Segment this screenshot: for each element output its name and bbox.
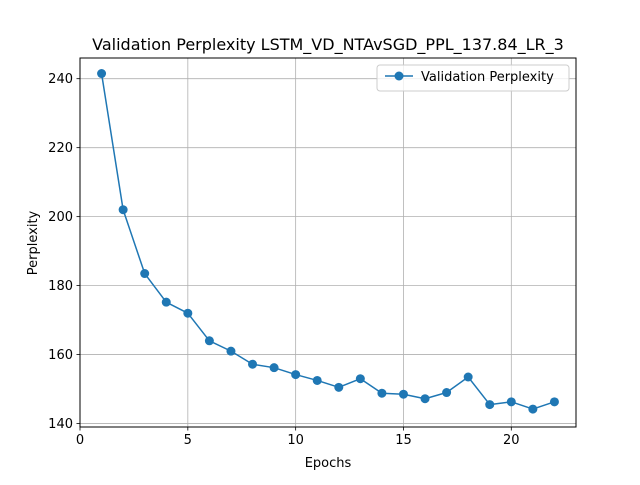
data-point — [442, 388, 452, 398]
x-tick-label: 0 — [76, 433, 84, 448]
data-point — [248, 359, 258, 369]
legend-label: Validation Perplexity — [421, 70, 554, 85]
plot-frame — [79, 57, 577, 428]
y-tick-label: 160 — [48, 348, 73, 363]
y-tick-label: 180 — [48, 279, 73, 294]
data-point — [291, 370, 301, 380]
x-tick-label: 20 — [503, 433, 520, 448]
y-tick-label: 200 — [48, 210, 73, 225]
data-point — [463, 372, 473, 382]
data-point — [161, 297, 171, 307]
data-point — [183, 308, 193, 318]
data-point — [269, 363, 279, 373]
data-point — [204, 336, 214, 346]
axis-ticks: 0 5 10 15 20 140 160 180 200 220 240 — [48, 72, 519, 448]
data-point — [118, 205, 128, 215]
x-axis-label: Epochs — [305, 456, 352, 471]
x-tick-label: 5 — [184, 433, 192, 448]
series-line — [100, 73, 555, 410]
legend: Validation Perplexity — [376, 64, 570, 92]
x-tick-label: 10 — [287, 433, 304, 448]
data-point — [312, 375, 322, 385]
legend-marker — [394, 71, 404, 81]
data-point — [377, 388, 387, 398]
data-point — [506, 397, 516, 407]
data-series — [97, 69, 559, 414]
y-axis-label: Perplexity — [26, 210, 41, 275]
data-point — [355, 374, 365, 384]
y-tick-label: 140 — [48, 417, 73, 432]
data-point — [528, 404, 538, 414]
data-point — [485, 400, 495, 410]
data-point — [334, 382, 344, 392]
data-point — [140, 269, 150, 279]
y-tick-label: 220 — [48, 141, 73, 156]
data-point — [97, 69, 107, 79]
data-point — [420, 394, 430, 404]
data-point — [398, 389, 408, 399]
x-tick-label: 15 — [395, 433, 412, 448]
chart-title: Validation Perplexity LSTM_VD_NTAvSGD_PP… — [92, 35, 564, 55]
data-point — [549, 397, 559, 407]
y-tick-label: 240 — [48, 72, 73, 87]
legend-box — [376, 64, 570, 92]
data-point — [226, 346, 236, 356]
